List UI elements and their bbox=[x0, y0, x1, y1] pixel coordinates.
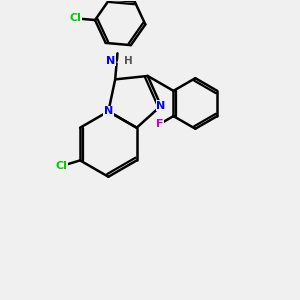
Text: Cl: Cl bbox=[56, 161, 68, 171]
Text: N: N bbox=[106, 56, 115, 66]
Text: F: F bbox=[155, 119, 163, 129]
Text: N: N bbox=[156, 101, 166, 111]
Text: Cl: Cl bbox=[70, 13, 82, 23]
Text: H: H bbox=[124, 56, 133, 66]
Text: N: N bbox=[104, 106, 113, 116]
